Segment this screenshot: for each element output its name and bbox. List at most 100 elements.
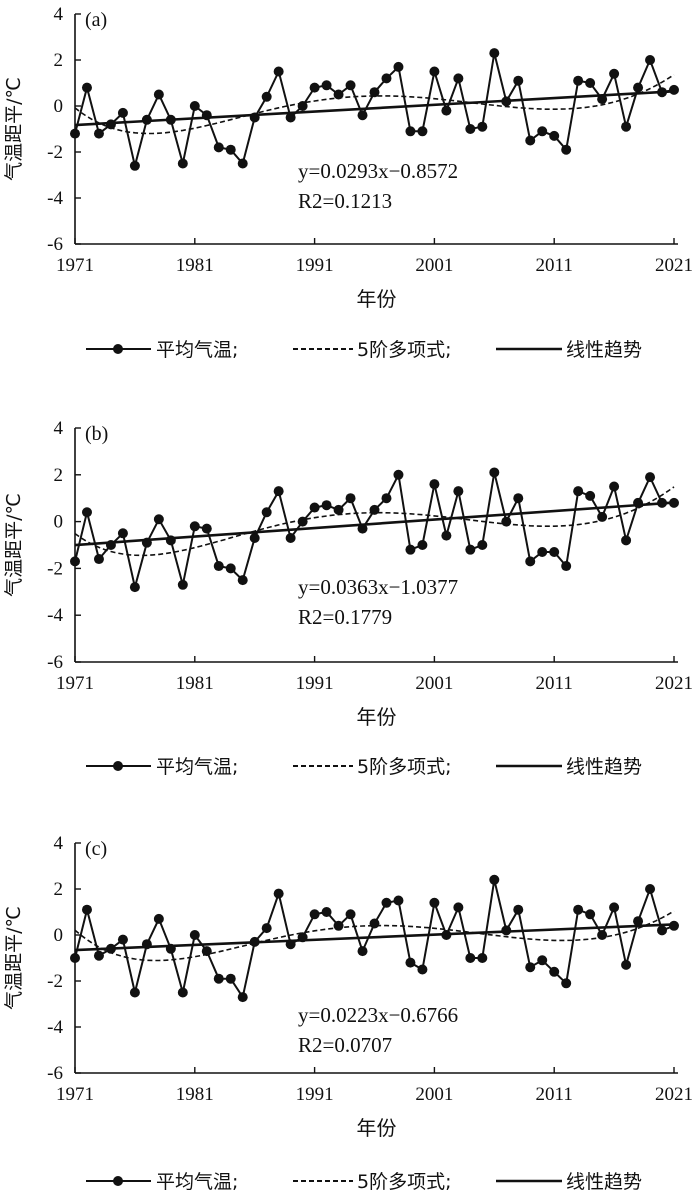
data-point (453, 486, 464, 497)
data-point (525, 135, 536, 146)
data-point (70, 128, 80, 139)
poly-fit-line (74, 74, 675, 135)
data-point (297, 101, 308, 111)
data-point (417, 540, 428, 550)
data-point (381, 897, 392, 908)
data-point (213, 561, 224, 572)
data-point (345, 493, 356, 504)
data-point (489, 467, 500, 478)
data-point (561, 561, 572, 572)
data-point (645, 884, 656, 894)
data-point (381, 73, 392, 84)
y-tick-label: -2 (47, 142, 63, 163)
data-point (249, 112, 260, 123)
data-point (273, 888, 284, 899)
data-point (429, 66, 440, 77)
data-point (585, 909, 596, 920)
y-axis-label: 气温距平/℃ (3, 493, 25, 597)
data-point (249, 532, 260, 543)
y-tick-label: 4 (54, 418, 64, 439)
data-point (585, 78, 596, 88)
legend-poly-label: 5阶多项式; (357, 339, 452, 361)
data-point (93, 554, 104, 565)
data-point (177, 987, 188, 998)
data-point (441, 530, 452, 541)
y-tick-label: 0 (54, 96, 64, 117)
data-point (537, 126, 548, 137)
data-point (417, 126, 428, 137)
data-point (309, 82, 320, 93)
data-point (477, 540, 488, 550)
data-point (81, 82, 92, 93)
data-point (70, 556, 80, 567)
data-point (285, 939, 296, 950)
legend-trend-label: 线性趋势 (566, 756, 642, 778)
data-point (273, 486, 284, 497)
data-point (465, 953, 476, 963)
data-point (657, 87, 668, 98)
data-point (333, 504, 344, 515)
legend-mean-marker (113, 344, 123, 354)
x-tick-label: 1991 (296, 673, 334, 694)
data-point (165, 943, 176, 954)
x-tick-label: 2021 (655, 673, 693, 694)
y-tick-label: -2 (47, 558, 63, 579)
data-point (105, 119, 116, 130)
y-tick-label: -2 (47, 971, 63, 992)
data-point (597, 94, 608, 105)
data-point (285, 532, 296, 543)
data-point (429, 897, 440, 908)
data-point (345, 909, 356, 920)
data-point (189, 521, 200, 532)
data-point (561, 144, 572, 155)
x-tick-label: 1991 (296, 1084, 334, 1105)
x-tick-label: 2001 (415, 1084, 453, 1105)
data-point (333, 89, 344, 100)
data-point (321, 500, 332, 511)
data-point (657, 925, 668, 936)
poly-fit-line (74, 486, 675, 557)
data-point (309, 502, 320, 513)
y-tick-label: -6 (47, 652, 63, 673)
data-point (657, 497, 668, 508)
data-point (441, 105, 452, 116)
data-point (129, 987, 140, 998)
x-tick-label: 1971 (56, 673, 94, 694)
r-squared: R2=0.1213 (298, 189, 392, 213)
data-point (201, 110, 212, 121)
x-tick-label: 1981 (176, 1084, 214, 1105)
data-point (237, 992, 248, 1003)
x-tick-label: 2001 (415, 673, 453, 694)
data-point (585, 490, 596, 501)
r-squared: R2=0.0707 (298, 1033, 392, 1057)
data-point (501, 516, 512, 527)
x-axis-label: 年份 (357, 705, 397, 729)
x-tick-label: 1971 (56, 1084, 94, 1105)
data-point (537, 955, 548, 966)
series-line (74, 471, 674, 588)
data-point (645, 55, 656, 65)
data-point (453, 73, 464, 84)
data-point (213, 142, 224, 153)
data-point (357, 523, 368, 534)
data-point (633, 82, 644, 93)
legend-mean-label: 平均气温; (156, 1171, 238, 1193)
y-tick-label: 2 (54, 879, 64, 900)
data-point (297, 516, 308, 527)
legend: 平均气温; 5阶多项式; 线性趋势 (86, 339, 642, 361)
data-point (477, 121, 488, 132)
data-point (513, 904, 524, 915)
data-point (597, 930, 608, 940)
data-point (237, 575, 248, 586)
data-point (297, 932, 308, 943)
data-point (261, 923, 272, 934)
data-point (201, 946, 212, 957)
data-point (609, 481, 620, 492)
poly-fit-line (74, 910, 675, 962)
data-point (501, 96, 512, 107)
data-point (321, 907, 332, 917)
